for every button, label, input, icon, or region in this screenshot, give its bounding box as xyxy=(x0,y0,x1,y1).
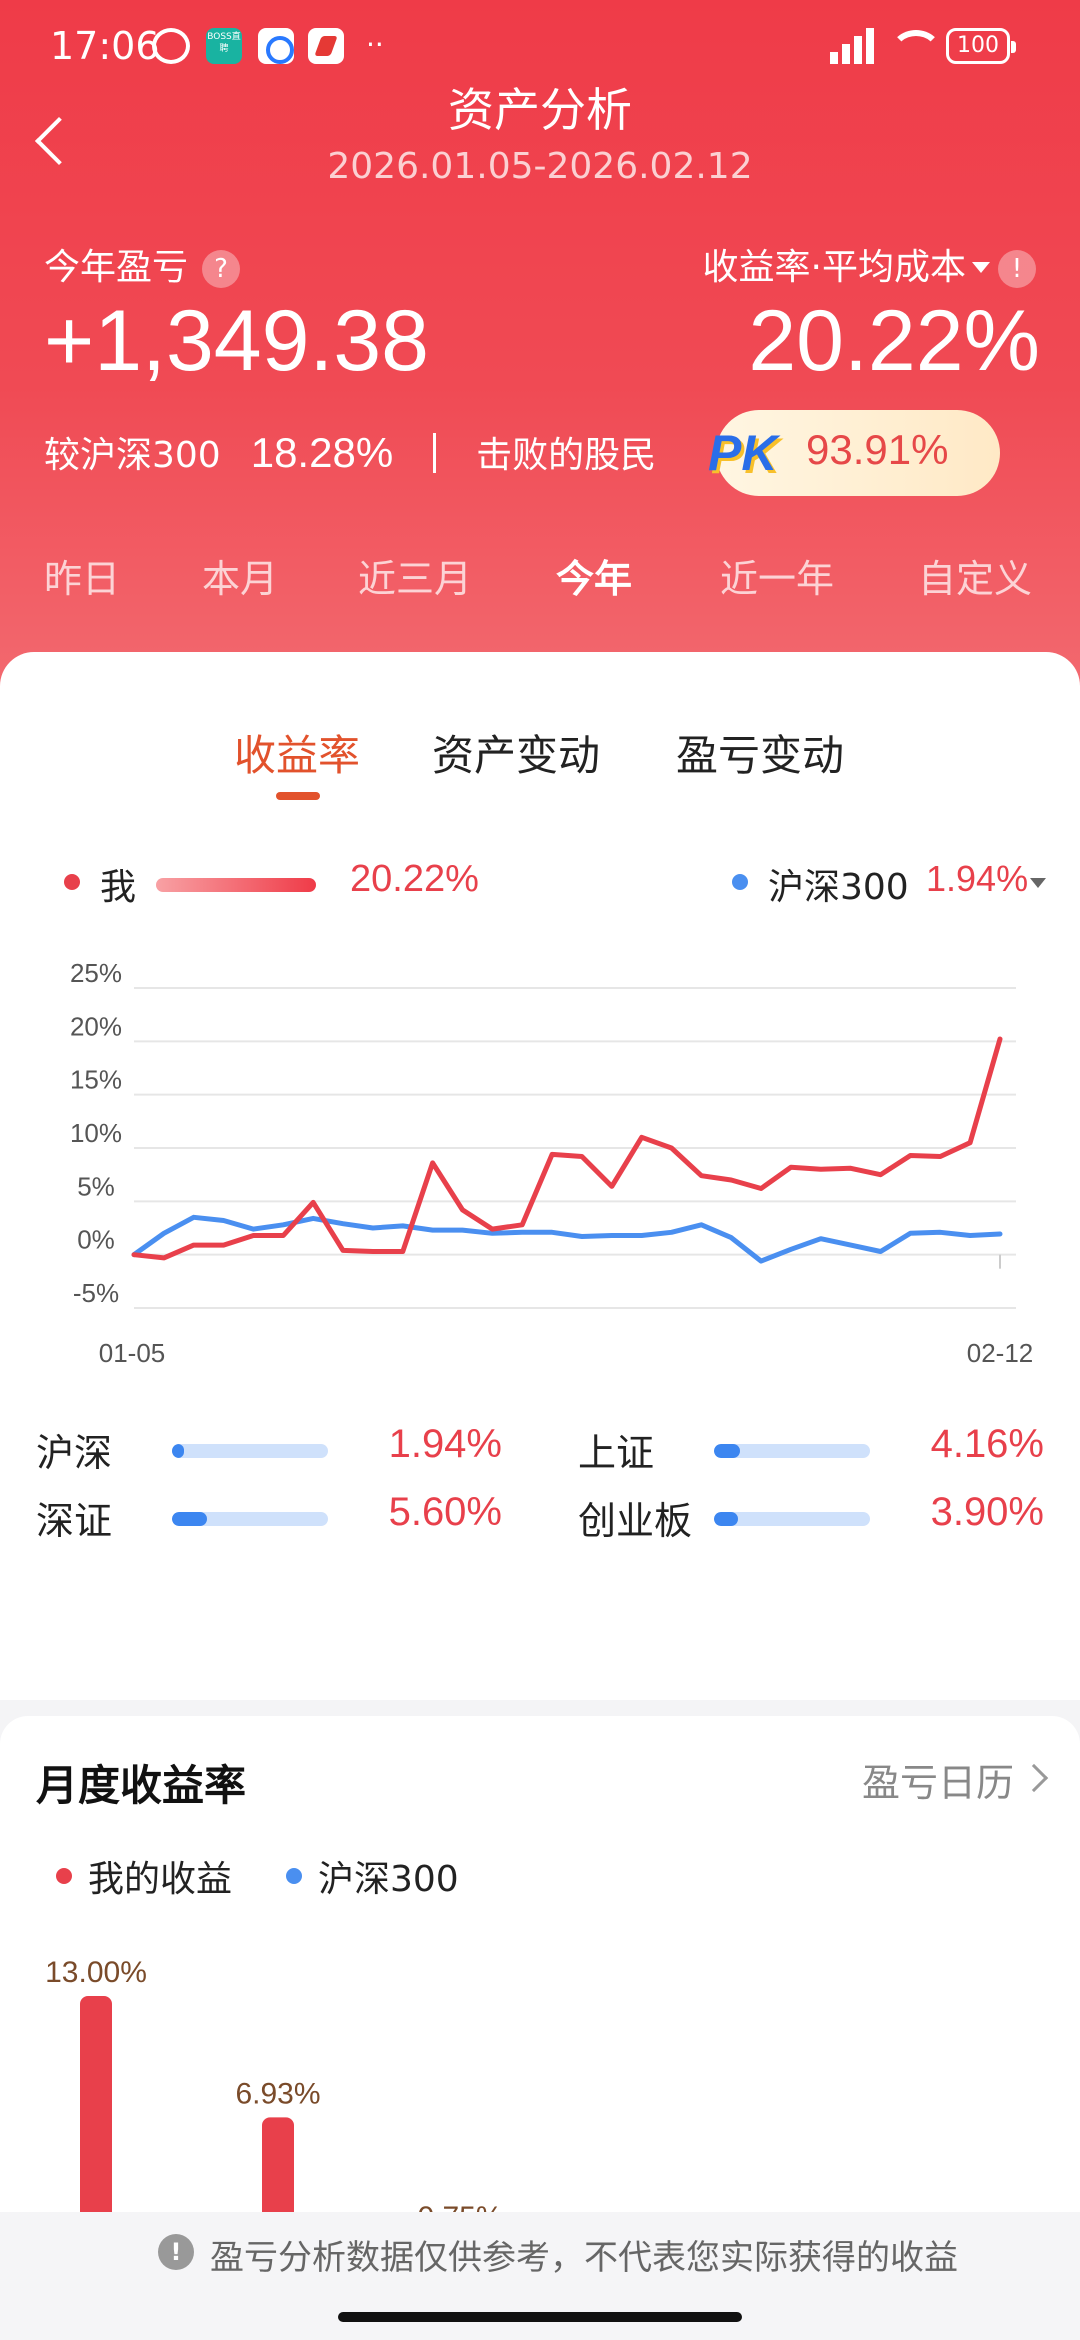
index-bar-track xyxy=(172,1444,328,1458)
legend-index-label: 沪深300 xyxy=(318,1859,459,1900)
x-tick-label: 01-05 xyxy=(99,1338,166,1368)
y-tick-label: 0% xyxy=(77,1225,115,1255)
chart-legend: 我 20.22% 沪深300 1.94% xyxy=(0,852,1080,912)
index-bar-track xyxy=(172,1512,328,1526)
alarm-icon xyxy=(152,28,190,64)
index-name: 沪深 xyxy=(36,1431,113,1475)
signal-icon xyxy=(820,28,874,64)
date-range: 2026.01.05-2026.02.12 xyxy=(327,146,753,187)
index-value: 1.94% xyxy=(388,1422,502,1466)
tab-period[interactable]: 近一年 xyxy=(720,557,835,601)
y-tick-label: 20% xyxy=(70,1011,122,1041)
tab-indicator xyxy=(276,792,320,800)
y-tick-label: 5% xyxy=(77,1171,115,1201)
index-item: 上证 4.16% xyxy=(578,1422,1058,1482)
month-bar-label: 6.93% xyxy=(235,2077,320,2110)
pk-badge: PK xyxy=(708,425,778,481)
legend-me-dot xyxy=(64,874,80,890)
y-tick-label: 10% xyxy=(70,1118,122,1148)
period-tabs: 昨日 本月 近三月 今年 近一年 自定义 xyxy=(0,548,1080,608)
battery-icon: 100 xyxy=(946,28,1016,64)
dropdown-icon xyxy=(972,262,990,273)
index-bar-fill xyxy=(714,1512,739,1526)
return-chart-card: 收益率 资产变动 盈亏变动 我 20.22% 沪深300 1.94% 25% 20… xyxy=(0,652,1080,1700)
status-time: 17:06 xyxy=(50,24,160,68)
beat-rank-pill[interactable] xyxy=(716,410,1000,496)
disclaimer-text: 盈亏分析数据仅供参考，不代表您实际获得的收益 xyxy=(210,2238,958,2278)
index-name: 深证 xyxy=(36,1499,113,1543)
index-bar-track xyxy=(714,1512,870,1526)
y-tick-label: 25% xyxy=(70,958,122,988)
info-icon[interactable]: ! xyxy=(998,250,1036,288)
legend-me-value: 20.22% xyxy=(350,858,479,900)
x-tick-label: 02-12 xyxy=(967,1338,1034,1368)
tab-asset-change[interactable]: 资产变动 xyxy=(432,731,601,780)
chevron-right-icon[interactable] xyxy=(1019,1763,1049,1793)
legend-me-dot xyxy=(56,1868,72,1884)
status-bar: 17:06 BOSS直聘 ·· 100 xyxy=(0,18,1080,78)
tab-return-rate[interactable]: 收益率 xyxy=(234,731,361,780)
legend-me-bar xyxy=(156,878,316,892)
legend-me-label: 我的收益 xyxy=(88,1859,233,1900)
browser-app-icon xyxy=(258,28,294,64)
legend-index-dot xyxy=(732,874,748,890)
index-dropdown-icon[interactable] xyxy=(1030,878,1046,888)
return-rate-value: 20.22% xyxy=(748,293,1040,389)
tab-period[interactable]: 近三月 xyxy=(358,557,473,601)
index-value: 5.60% xyxy=(388,1490,502,1534)
pnl-calendar-link[interactable]: 盈亏日历 xyxy=(861,1761,1014,1805)
more-notifications-icon: ·· xyxy=(366,28,384,61)
tab-period-active[interactable]: 今年 xyxy=(556,557,633,601)
tab-period[interactable]: 本月 xyxy=(202,557,279,601)
info-icon: ! xyxy=(158,2234,194,2270)
ytd-pnl-label: 今年盈亏? xyxy=(44,238,241,290)
index-bar-fill xyxy=(714,1444,740,1458)
index-item: 沪深 1.94% xyxy=(36,1422,516,1482)
month-bar xyxy=(80,1996,112,2256)
series-line-index xyxy=(131,1214,1003,1264)
index-name: 上证 xyxy=(578,1431,655,1475)
monthly-title: 月度收益率 xyxy=(36,1761,247,1810)
stock-app-icon xyxy=(308,28,344,64)
wifi-icon xyxy=(888,28,932,64)
index-returns: 沪深 1.94% 上证 4.16% 深证 5.60% 创业板 3.90% xyxy=(0,1422,1080,1572)
tab-period[interactable]: 自定义 xyxy=(918,557,1033,601)
legend-index-label[interactable]: 沪深300 xyxy=(768,867,909,908)
beat-rank-value: 93.91% xyxy=(806,426,949,473)
index-bar-fill xyxy=(172,1444,185,1458)
monthly-legend: 我的收益 沪深300 xyxy=(0,1850,1080,1900)
benchmark-compare: 较沪深300 18.28% 击败的股民 xyxy=(44,429,657,476)
index-value: 4.16% xyxy=(930,1422,1044,1466)
page-title: 资产分析 xyxy=(448,83,632,137)
index-item: 创业板 3.90% xyxy=(578,1490,1058,1550)
series-line-me xyxy=(131,1036,1003,1261)
help-icon[interactable]: ? xyxy=(202,250,241,288)
summary-header: 17:06 BOSS直聘 ·· 100 资产分析 2026.01.05-2026… xyxy=(0,0,1080,700)
index-bar-fill xyxy=(172,1512,207,1526)
index-item: 深证 5.60% xyxy=(36,1490,516,1550)
home-indicator[interactable] xyxy=(338,2312,742,2322)
ytd-pnl-value: +1,349.38 xyxy=(44,293,429,389)
y-tick-label: 15% xyxy=(70,1065,122,1095)
legend-me-label: 我 xyxy=(100,867,137,908)
return-line-chart[interactable]: 25% 20% 15% 10% 5% 0% -5% 01-05 02-12 xyxy=(0,952,1080,1372)
tab-pnl-change[interactable]: 盈亏变动 xyxy=(676,731,845,780)
index-name: 创业板 xyxy=(578,1499,693,1543)
tab-period[interactable]: 昨日 xyxy=(44,557,121,601)
index-bar-track xyxy=(714,1444,870,1458)
return-rate-selector[interactable]: 收益率·平均成本! xyxy=(703,238,1036,290)
monthly-bar-chart[interactable]: 13.00%6.93%0.75%-13.33%0.00%0.00% xyxy=(0,1916,1080,2256)
y-tick-label: -5% xyxy=(73,1278,119,1308)
boss-app-icon: BOSS直聘 xyxy=(206,28,242,64)
legend-index-value[interactable]: 1.94% xyxy=(926,858,1029,899)
legend-index-dot xyxy=(286,1868,302,1884)
index-value: 3.90% xyxy=(930,1490,1044,1534)
month-bar-label: 13.00% xyxy=(45,1956,147,1989)
